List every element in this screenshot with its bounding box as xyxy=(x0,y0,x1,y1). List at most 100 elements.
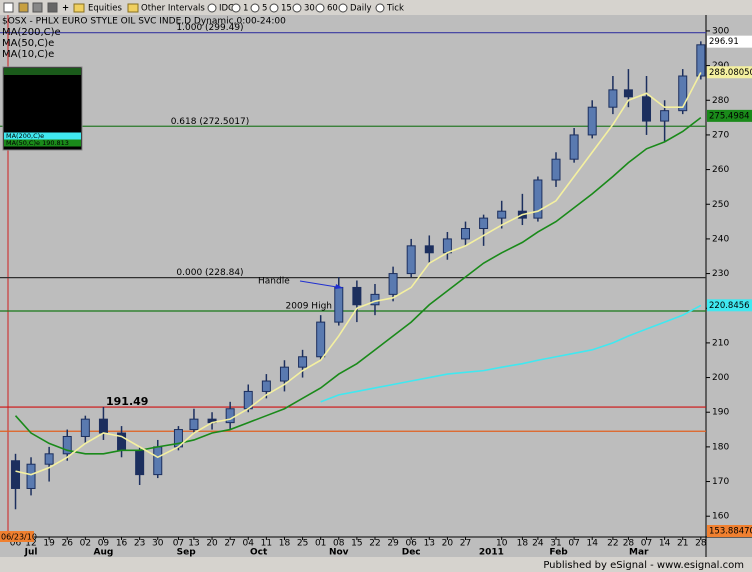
info-header xyxy=(4,68,81,75)
icon[interactable] xyxy=(18,2,29,13)
bar-body xyxy=(424,245,434,254)
toolbar-item[interactable]: 30 xyxy=(304,4,315,14)
bar-body xyxy=(26,463,36,489)
bar-body xyxy=(352,286,362,306)
x-tick-label: 14 xyxy=(659,539,671,549)
arrow-head xyxy=(335,284,343,289)
bar-body xyxy=(98,418,108,434)
folder-icon[interactable] xyxy=(73,3,85,13)
info-row: Price: 153.884703 xyxy=(12,98,71,106)
level-label: 1.000 (299.49) xyxy=(176,23,243,33)
bar-body xyxy=(442,238,452,254)
x-tick-label: 13 xyxy=(424,539,435,549)
x-tick-label: 21 xyxy=(677,539,688,549)
radio[interactable] xyxy=(375,3,385,13)
annotation: Handle xyxy=(258,277,344,289)
bar-body xyxy=(406,245,416,275)
bar-body xyxy=(298,356,308,368)
bar-body xyxy=(623,89,633,98)
bar-body xyxy=(135,449,145,476)
y-tick-label: 260 xyxy=(712,165,729,175)
info-ma-row: MA(50,C)e 190.813 xyxy=(6,139,69,147)
bar-body xyxy=(551,158,561,181)
bar-body xyxy=(225,408,235,424)
x-tick-label: 02 xyxy=(80,539,91,549)
bar-body xyxy=(533,179,543,219)
bar-body xyxy=(11,460,21,489)
radio[interactable] xyxy=(315,3,325,13)
ma-line xyxy=(15,72,702,476)
toolbar-item[interactable]: Other Intervals xyxy=(141,4,205,14)
y-tick-label: 170 xyxy=(712,477,729,487)
x-tick-label: 20 xyxy=(206,539,218,549)
radio[interactable] xyxy=(269,3,279,13)
icon[interactable] xyxy=(47,2,58,13)
toolbar-item[interactable]: Daily xyxy=(350,4,372,14)
price-tag-label: 288.080505 xyxy=(709,68,752,78)
toolbar-item[interactable]: IDC xyxy=(219,4,234,14)
x-tick-label: 15 xyxy=(351,539,362,549)
toolbar-item[interactable]: 60 xyxy=(327,4,338,14)
radio[interactable] xyxy=(207,3,217,13)
x-tick-label: 20 xyxy=(442,539,454,549)
cursor-date: 06/23/10 xyxy=(1,533,37,542)
bar-body xyxy=(642,96,652,122)
icon[interactable] xyxy=(3,2,14,13)
price-tag-label: 296.91 xyxy=(709,37,739,47)
folder-icon[interactable] xyxy=(127,3,139,13)
x-tick-label: 06 xyxy=(10,539,22,549)
x-tick-label: 26 xyxy=(62,539,74,549)
x-tick-label: 12 xyxy=(25,539,36,549)
bar-body xyxy=(388,273,398,295)
bar-body xyxy=(261,380,271,392)
y-tick-label: 250 xyxy=(712,200,729,210)
y-tick-label: 240 xyxy=(712,234,729,244)
x-tick-label: 14 xyxy=(586,539,598,549)
toolbar-item[interactable]: Tick xyxy=(386,4,404,14)
radio[interactable] xyxy=(231,3,241,13)
annotation-text: Handle xyxy=(258,277,290,287)
toolbar-item[interactable]: 1 xyxy=(243,4,248,14)
month-label: Aug xyxy=(94,548,114,558)
x-tick-label: 07 xyxy=(568,539,579,549)
y-tick-label: 160 xyxy=(712,512,729,522)
bar-body xyxy=(587,106,597,136)
legend-entry: MA(200,C)e xyxy=(2,27,61,38)
month-label: Sep xyxy=(177,548,197,558)
radio[interactable] xyxy=(292,3,302,13)
y-tick-label: 280 xyxy=(712,96,729,106)
toolbar-item[interactable]: 5 xyxy=(262,4,267,14)
info-ma-row: MA(200,C)e xyxy=(6,132,44,140)
x-tick-label: 16 xyxy=(116,539,128,549)
x-tick-label: 11 xyxy=(261,539,272,549)
legend: MA(200,C)eMA(50,C)eMA(10,C)e xyxy=(2,27,61,60)
month-label: Feb xyxy=(549,548,568,558)
y-tick-label: 180 xyxy=(712,442,729,452)
radio[interactable] xyxy=(250,3,260,13)
price-tag xyxy=(707,525,752,537)
ma-line xyxy=(14,116,702,455)
month-label: Dec xyxy=(402,548,421,558)
footer: Published by eSignal - www.esignal.com xyxy=(543,560,744,571)
price-tag-label: 220.8456 xyxy=(709,301,750,311)
bar-body xyxy=(189,418,199,431)
icon[interactable] xyxy=(32,2,43,13)
x-tick-label: 06 xyxy=(405,539,417,549)
toolbar-item[interactable]: Equities xyxy=(88,4,122,14)
level-label: 191.49 xyxy=(106,395,148,408)
y-tick-label: 270 xyxy=(712,130,729,140)
bar-body xyxy=(608,89,618,108)
x-tick-label: 22 xyxy=(369,539,380,549)
bar-body xyxy=(497,210,507,219)
info-row: Time: 00:00 xyxy=(22,91,62,99)
price-tag-label: 275.4984 xyxy=(709,111,750,121)
x-tick-label: 08 xyxy=(333,539,345,549)
radio[interactable] xyxy=(338,3,348,13)
x-tick-label: 07 xyxy=(641,539,652,549)
toolbar-item[interactable]: 15 xyxy=(281,4,292,14)
plus-icon[interactable]: + xyxy=(62,4,69,14)
bar-body xyxy=(316,321,326,358)
y-tick-label: 200 xyxy=(712,373,729,383)
y-tick-label: 290 xyxy=(712,61,729,71)
